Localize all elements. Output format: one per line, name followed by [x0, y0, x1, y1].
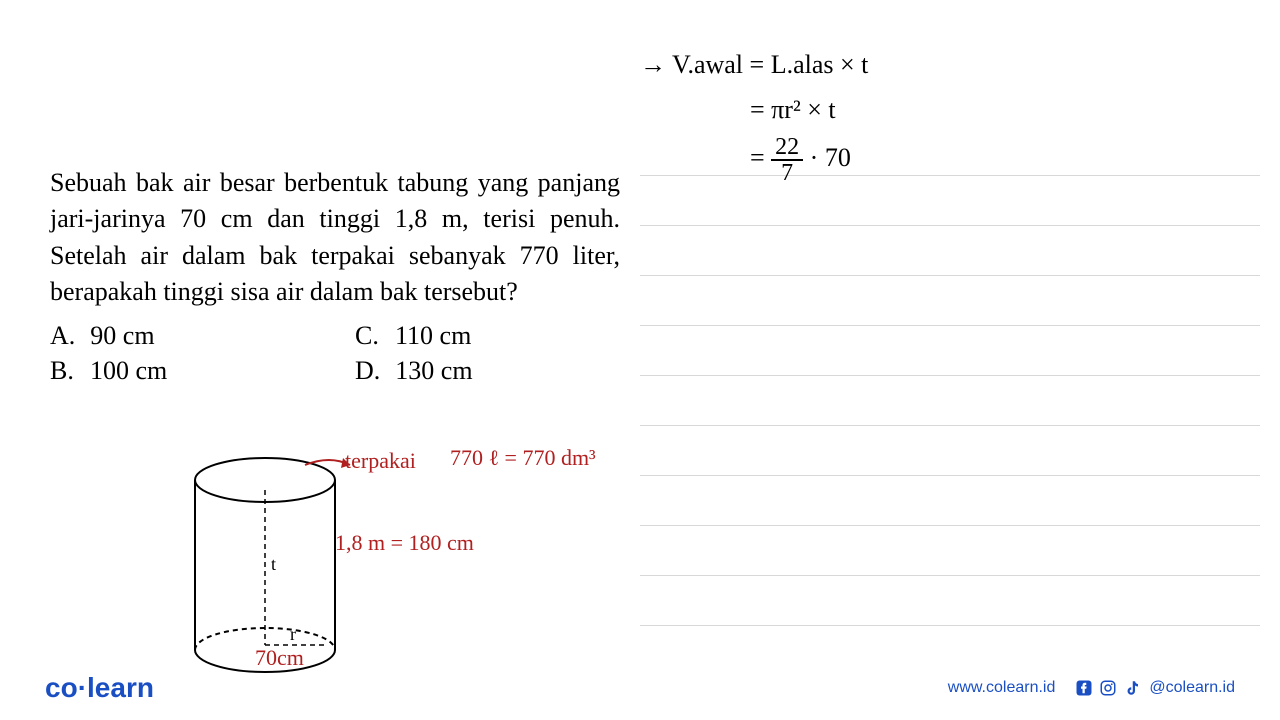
ruled-line: [640, 525, 1260, 575]
ruled-line: [640, 375, 1260, 425]
instagram-icon: [1099, 679, 1117, 697]
ruled-line: [640, 575, 1260, 625]
option-value: 130 cm: [395, 356, 472, 386]
option-value: 100 cm: [90, 356, 167, 386]
ruled-line: [640, 175, 1260, 225]
footer: co·learn www.colearn.id @colearn.id: [0, 665, 1280, 710]
svg-text:r: r: [290, 624, 296, 644]
hw-line-2: = πr² × t: [750, 95, 836, 125]
option-letter: A.: [50, 321, 75, 351]
hw-num: 22: [771, 135, 803, 161]
option-letter: B.: [50, 356, 75, 386]
footer-right: www.colearn.id @colearn.id: [948, 679, 1235, 697]
logo-text: co·learn: [45, 672, 154, 703]
ruled-line: [640, 275, 1260, 325]
hw-suffix: · 70: [810, 143, 851, 172]
option-value: 110 cm: [395, 321, 471, 351]
social-block: @colearn.id: [1075, 679, 1235, 697]
hw-prefix: → V.awal =: [640, 50, 764, 79]
hw-line-3: = 22 7 · 70: [750, 135, 851, 185]
options-grid: A. 90 cm C. 110 cm B. 100 cm D. 130 cm: [50, 321, 620, 386]
hw-fraction: 22 7: [771, 135, 803, 185]
option-letter: C.: [355, 321, 380, 351]
hw-formula: L.alas × t: [771, 50, 869, 79]
terpakai-value: 770 ℓ = 770 dm³: [450, 445, 596, 471]
social-icons: [1075, 679, 1141, 697]
tiktok-icon: [1123, 679, 1141, 697]
option-letter: D.: [355, 356, 380, 386]
facebook-icon: [1075, 679, 1093, 697]
logo: co·learn: [45, 672, 154, 704]
ruled-line: [640, 475, 1260, 525]
hw-eq: =: [750, 143, 765, 172]
option-d: D. 130 cm: [355, 356, 620, 386]
problem-text: Sebuah bak air besar berbentuk tabung ya…: [50, 165, 620, 311]
height-conversion: 1,8 m = 180 cm: [335, 530, 474, 556]
option-value: 90 cm: [90, 321, 154, 351]
diagram-area: t r terpakai 770 ℓ = 770 dm³ 1,8 m = 180…: [175, 440, 675, 690]
hw-line-1: → V.awal = L.alas × t: [640, 50, 868, 80]
option-c: C. 110 cm: [355, 321, 620, 351]
social-handle: @colearn.id: [1149, 679, 1235, 697]
ruled-line: [640, 225, 1260, 275]
ruled-line: [640, 325, 1260, 375]
svg-text:t: t: [271, 554, 276, 574]
ruled-line: [640, 425, 1260, 475]
option-b: B. 100 cm: [50, 356, 315, 386]
option-a: A. 90 cm: [50, 321, 315, 351]
terpakai-label: terpakai: [345, 448, 416, 474]
website-url: www.colearn.id: [948, 679, 1056, 697]
ruled-lines-area: [640, 175, 1260, 675]
problem-panel: Sebuah bak air besar berbentuk tabung ya…: [50, 165, 620, 386]
hw-den: 7: [771, 161, 803, 185]
